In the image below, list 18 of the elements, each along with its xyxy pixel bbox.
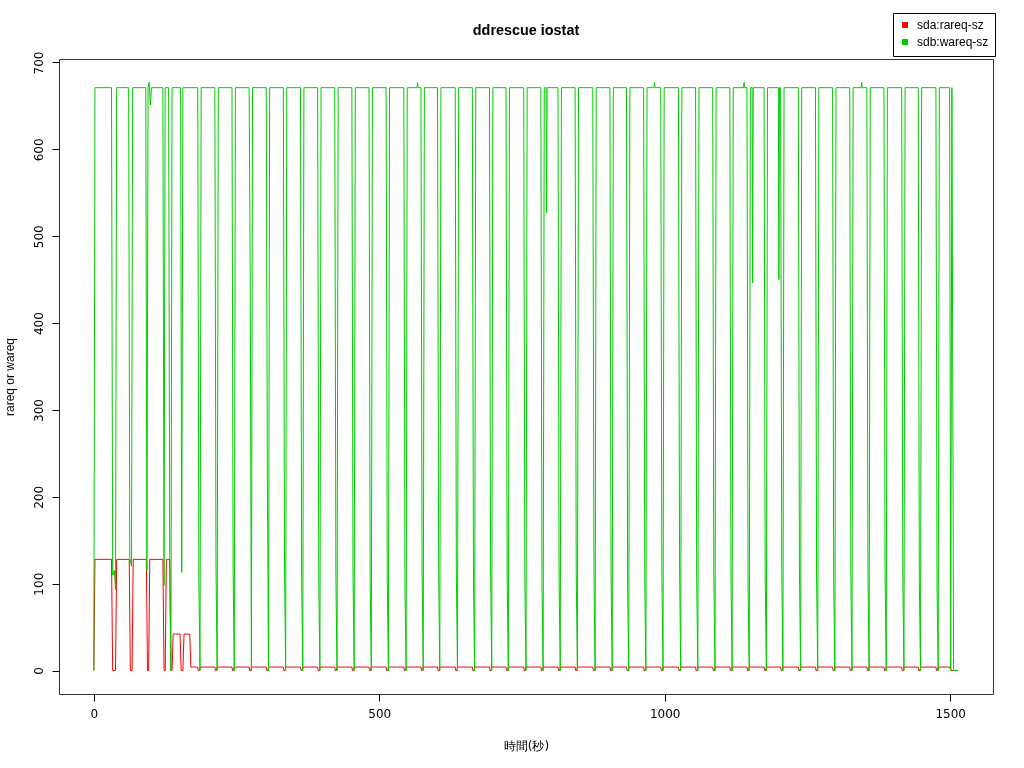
chart-title: ddrescue iostat (472, 22, 580, 39)
y-tick-label: 100 (31, 572, 46, 596)
y-tick-label: 200 (31, 485, 46, 509)
x-tick-label: 1000 (649, 706, 681, 721)
line-series (93, 81, 959, 672)
x-tick-label: 1500 (935, 706, 966, 721)
x-tick-label: 0 (90, 706, 99, 721)
y-tick-label: 600 (31, 138, 46, 162)
y-tick-label: 500 (31, 225, 46, 249)
y-tick-label: 400 (31, 312, 46, 336)
legend-label: sdb:wareq-sz (917, 35, 989, 49)
y-axis-title: rareq or wareq (2, 337, 17, 417)
y-tick-label: 700 (31, 51, 46, 75)
y-tick-label: 300 (31, 398, 46, 422)
y-tick-label: 0 (31, 667, 46, 675)
x-tick-label: 500 (368, 706, 392, 721)
legend-label: sda:rareq-sz (917, 18, 984, 32)
x-axis-title: 時間(秒) (503, 738, 550, 753)
